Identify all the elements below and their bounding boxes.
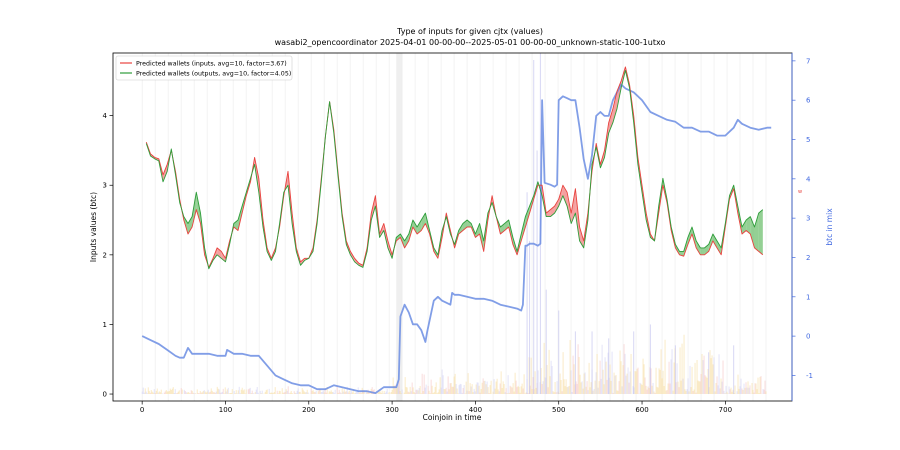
y2-tick-label: 6 xyxy=(806,97,811,105)
difference-fill xyxy=(717,240,722,255)
legend-box xyxy=(115,55,293,81)
difference-fill xyxy=(412,220,418,234)
y-tick-label: 3 xyxy=(103,182,107,190)
difference-fill xyxy=(754,213,759,252)
difference-fill xyxy=(187,216,193,234)
x-axis-label: Coinjoin in time xyxy=(423,413,482,422)
difference-fill xyxy=(396,233,401,241)
x-tick-label: 200 xyxy=(302,406,315,414)
difference-fill xyxy=(554,199,559,214)
x-tick-label: 300 xyxy=(385,406,398,414)
difference-fill xyxy=(525,206,530,227)
difference-fill xyxy=(608,108,613,134)
y2-axis-label: btc in mix xyxy=(825,208,834,246)
difference-fill xyxy=(567,192,572,224)
difference-fill xyxy=(408,220,413,241)
y2-tick-label: -1 xyxy=(806,372,813,380)
chart-subtitle: wasabi2_opencoordinator 2025-04-01 00-00… xyxy=(275,38,666,47)
y-axis-label: Inputs values (btc) xyxy=(89,192,98,262)
series-line-outputs xyxy=(145,69,764,270)
legend-label-inputs: Predicted wallets (inputs, avg=10, facto… xyxy=(136,61,287,68)
difference-fill xyxy=(479,223,484,252)
difference-fill xyxy=(546,209,551,217)
difference-fill xyxy=(692,227,697,248)
difference-fill xyxy=(712,233,718,248)
difference-fill xyxy=(196,192,201,224)
x-axis: 0 100 200 300 400 500 600 700 xyxy=(140,401,732,414)
series-lines xyxy=(141,66,772,394)
y-tick-label: 1 xyxy=(103,321,107,329)
y2-tick-label: 4 xyxy=(806,175,811,183)
difference-fill xyxy=(700,247,705,255)
difference-fill xyxy=(162,164,168,182)
y2-tick-label: 3 xyxy=(806,215,810,223)
difference-fill xyxy=(467,220,472,227)
difference-fill xyxy=(742,220,747,234)
difference-fill xyxy=(417,220,422,234)
y2-tick-label: 2 xyxy=(806,254,810,262)
x-tick-label: 500 xyxy=(552,406,565,414)
difference-fill xyxy=(612,91,618,123)
y2-tick-label: 7 xyxy=(806,57,810,65)
difference-fill xyxy=(404,233,409,248)
difference-fill xyxy=(708,233,713,252)
difference-fill xyxy=(687,227,693,245)
plot-area xyxy=(141,53,772,401)
legend: Predicted wallets (inputs, avg=10, facto… xyxy=(115,55,293,81)
difference-fill xyxy=(746,216,751,234)
right-marker: w xyxy=(798,189,802,195)
x-tick-label: 0 xyxy=(140,406,144,414)
series-line-btc-in-mix xyxy=(141,83,772,394)
x-tick-label: 700 xyxy=(719,406,732,414)
difference-fill xyxy=(696,240,701,255)
y2-tick-label: 0 xyxy=(806,333,810,341)
series-line-inputs xyxy=(145,66,764,268)
difference-fill xyxy=(558,185,563,207)
legend-label-outputs: Predicted wallets (outputs, avg=10, fact… xyxy=(136,71,291,78)
y-axis: 0 1 2 3 4 xyxy=(103,112,113,399)
x-tick-label: 600 xyxy=(635,406,648,414)
x-tick-label: 400 xyxy=(469,406,482,414)
difference-fill xyxy=(704,244,709,255)
x-tick-label: 100 xyxy=(219,406,232,414)
volume-bars xyxy=(141,53,767,401)
difference-fill xyxy=(458,223,463,234)
y-tick-label: 4 xyxy=(103,112,108,120)
difference-fill xyxy=(579,227,584,248)
difference-fill xyxy=(421,213,426,231)
y2-tick-label: 5 xyxy=(806,136,810,144)
difference-fill xyxy=(758,209,763,255)
difference-fill xyxy=(192,192,197,227)
chart-title: Type of inputs for given cjtx (values) xyxy=(396,27,543,36)
y-tick-label: 0 xyxy=(103,391,107,399)
y2-axis: -1 0 1 2 3 4 5 6 7 xyxy=(791,53,813,401)
y2-tick-label: 1 xyxy=(806,293,810,301)
y-tick-label: 2 xyxy=(103,251,107,259)
difference-fill xyxy=(358,263,363,268)
highlight-band xyxy=(396,53,403,401)
